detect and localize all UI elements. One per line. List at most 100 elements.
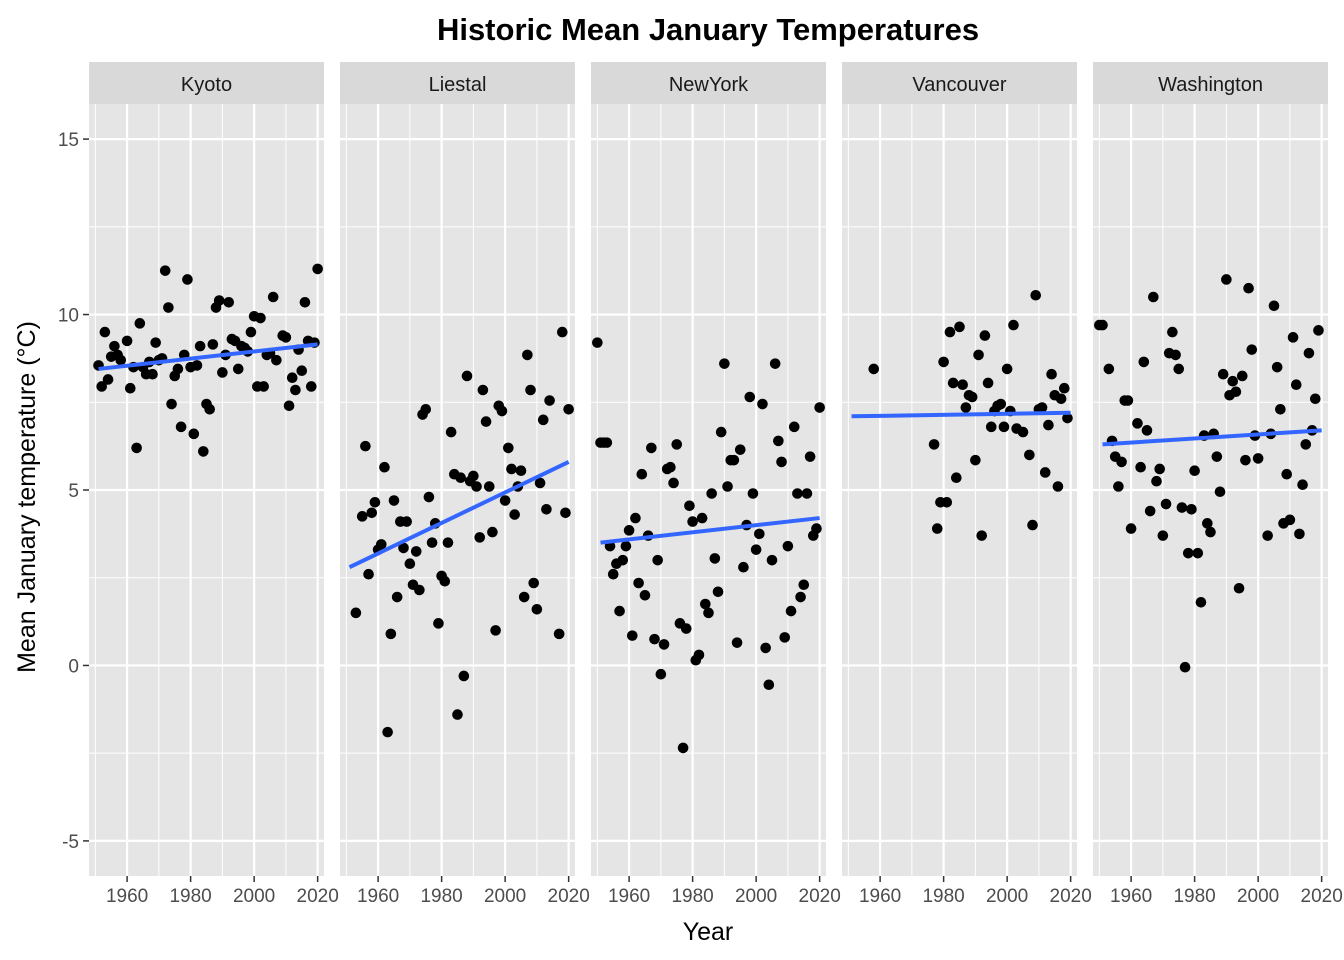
data-point (556, 326, 568, 338)
data-point (102, 374, 114, 385)
data-point (296, 365, 308, 376)
data-point (1233, 582, 1245, 594)
data-point (607, 568, 619, 580)
data-point (754, 528, 765, 540)
data-point (1236, 370, 1248, 382)
data-point (1125, 523, 1137, 534)
x-tick-label: 2000 (233, 886, 275, 907)
data-point (455, 472, 466, 484)
facet-strip-label: Vancouver (912, 74, 1006, 96)
data-point (1284, 514, 1296, 526)
data-point (468, 470, 479, 482)
x-tick-label: 2000 (986, 886, 1028, 907)
data-point (245, 326, 257, 338)
data-point (801, 488, 813, 499)
data-point (471, 481, 482, 492)
data-point (868, 363, 880, 375)
data-point (423, 491, 435, 503)
facet-strip (89, 62, 324, 104)
data-point (957, 379, 968, 391)
data-point (769, 358, 781, 369)
data-point (553, 628, 565, 640)
data-point (788, 421, 800, 433)
y-axis: -5 0 5 10 15 (58, 130, 89, 853)
x-tick-label: 1980 (169, 886, 211, 907)
data-point (445, 426, 457, 438)
data-point (1001, 363, 1013, 375)
facet-strip (842, 62, 1077, 104)
data-point (175, 421, 187, 433)
data-point (109, 340, 120, 352)
data-point (979, 330, 991, 341)
data-point (172, 363, 184, 375)
data-point (531, 604, 543, 615)
data-point (792, 488, 803, 499)
data-point (1052, 481, 1064, 492)
data-point (426, 537, 438, 548)
facet-panel-kyoto: Kyoto 1960 1980 2000 2020 (89, 62, 339, 907)
data-point (509, 509, 520, 520)
data-point (496, 405, 508, 417)
data-point (442, 537, 454, 548)
data-point (617, 554, 629, 566)
data-point (1144, 505, 1156, 517)
data-point (188, 428, 200, 440)
data-point (1294, 528, 1305, 540)
data-point (655, 668, 667, 680)
data-point (954, 321, 965, 333)
x-tick-label: 2000 (735, 886, 777, 907)
chart-title: Historic Mean January Temperatures (437, 12, 979, 47)
data-point (973, 349, 984, 361)
data-point (360, 440, 371, 452)
data-point (700, 598, 711, 610)
facet-panels: Kyoto 1960 1980 2000 2020 Liestal 1960 1980 2000… (89, 62, 1343, 907)
data-point (490, 625, 501, 636)
x-tick-label: 2020 (297, 886, 339, 907)
data-point (960, 402, 972, 413)
x-tick-label: 1960 (859, 886, 901, 907)
x-tick-label: 1960 (608, 886, 650, 907)
y-tick-label: 5 (68, 481, 79, 502)
y-tick-label: 0 (68, 656, 79, 677)
data-point (366, 507, 378, 519)
data-point (1151, 475, 1162, 487)
x-tick-label: 1960 (357, 886, 399, 907)
data-point (410, 546, 422, 557)
data-point (1138, 356, 1150, 368)
data-point (163, 302, 174, 313)
data-point (626, 630, 638, 641)
data-point (433, 618, 444, 629)
data-point (1309, 393, 1321, 405)
data-point (941, 496, 953, 508)
data-point (649, 633, 660, 645)
data-point (1202, 518, 1213, 529)
data-point (811, 523, 822, 534)
data-point (1030, 289, 1042, 301)
data-point (522, 349, 533, 361)
data-point (1132, 418, 1143, 429)
data-point (232, 363, 244, 375)
data-point (1113, 481, 1124, 492)
data-point (1116, 456, 1127, 468)
data-point (646, 442, 657, 454)
data-point (750, 544, 762, 555)
data-point (194, 340, 206, 352)
data-point (779, 632, 791, 643)
data-point (728, 454, 740, 466)
data-point (379, 461, 390, 473)
data-point (1243, 282, 1254, 294)
data-point (1281, 468, 1293, 480)
data-point (534, 477, 546, 489)
data-point (299, 296, 311, 308)
data-point (1024, 449, 1035, 461)
data-point (706, 488, 717, 499)
data-point (1167, 326, 1178, 338)
data-point (658, 639, 670, 650)
data-point (785, 605, 797, 617)
data-point (614, 605, 625, 617)
trend-line (851, 410, 1071, 419)
data-point (350, 607, 362, 619)
data-point (1170, 349, 1181, 361)
data-point (1205, 526, 1216, 538)
